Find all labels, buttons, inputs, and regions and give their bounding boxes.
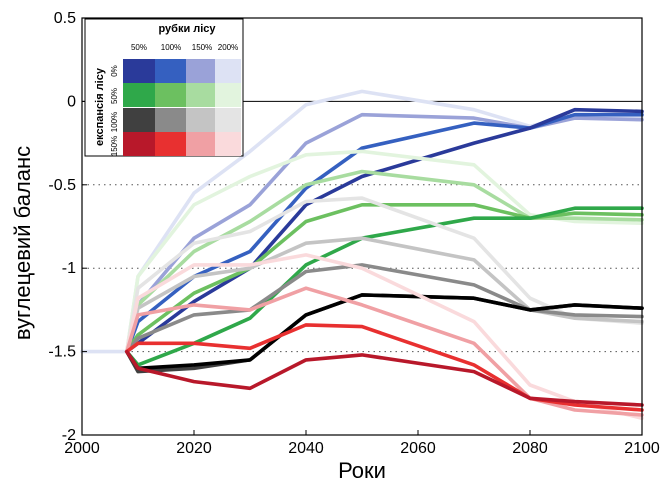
legend-col-3: 150% xyxy=(192,43,212,52)
series-line xyxy=(125,169,644,354)
x-tick-label: 2040 xyxy=(288,440,324,457)
legend-row-title: експансія лісу xyxy=(94,67,106,146)
y-tick-label: -1.5 xyxy=(48,344,76,361)
legend-swatch xyxy=(215,132,241,156)
x-axis-title: Роки xyxy=(338,458,386,483)
series-line xyxy=(125,253,644,421)
legend-cells xyxy=(123,59,241,156)
x-tick-label: 2000 xyxy=(64,440,100,457)
legend-swatch xyxy=(123,132,155,156)
plot-frame xyxy=(81,17,643,436)
legend-row-1: 0% xyxy=(110,65,119,77)
legend-swatch xyxy=(123,59,155,83)
legend-swatch xyxy=(215,59,241,83)
legend-col-2: 100% xyxy=(161,43,181,52)
x-tick-label: 2020 xyxy=(176,440,212,457)
series-layer xyxy=(80,89,644,421)
legend-col-4: 200% xyxy=(218,43,238,52)
series-line xyxy=(125,286,644,417)
legend-swatch xyxy=(155,108,186,132)
x-tick-label: 2060 xyxy=(400,440,436,457)
series-line xyxy=(125,203,644,354)
y-tick-label: -1 xyxy=(62,260,76,277)
legend-row-4: 150% xyxy=(110,136,119,156)
y-tick-label: 0.5 xyxy=(54,10,76,27)
legend: рубки лісу 50% 100% 150% 200% експансія … xyxy=(84,18,244,157)
legend-col-1: 50% xyxy=(131,43,147,52)
legend-swatch xyxy=(155,132,186,156)
series-line xyxy=(125,349,644,407)
legend-title: рубки лісу xyxy=(158,23,216,35)
legend-swatch xyxy=(215,83,241,107)
legend-swatch xyxy=(186,59,215,83)
y-tick-label: 0 xyxy=(67,93,76,110)
x-tick-label: 2100 xyxy=(624,440,660,457)
x-tick-label: 2080 xyxy=(512,440,548,457)
y-tick-label: -0.5 xyxy=(48,177,76,194)
y-axis-title: вуглецевий баланс xyxy=(10,146,35,340)
series-line xyxy=(125,149,644,354)
legend-row-3: 100% xyxy=(110,112,119,132)
series-line xyxy=(125,112,644,354)
legend-swatch xyxy=(186,132,215,156)
legend-swatch xyxy=(215,108,241,132)
legend-row-2: 50% xyxy=(110,88,119,104)
legend-swatch xyxy=(123,83,155,107)
legend-swatch xyxy=(123,108,155,132)
series-line xyxy=(125,293,644,371)
y-tick-label: -2 xyxy=(62,427,76,444)
legend-swatch xyxy=(186,83,215,107)
series-line xyxy=(125,107,644,354)
series-line xyxy=(125,263,644,354)
legend-swatch xyxy=(155,83,186,107)
series-line xyxy=(125,206,644,367)
legend-swatch xyxy=(186,108,215,132)
legend-swatch xyxy=(155,59,186,83)
axis-ticks: 2000 2020 2040 2060 2080 2100 0.5 0 -0.5 -1 -1.5 -2 xyxy=(48,10,659,457)
